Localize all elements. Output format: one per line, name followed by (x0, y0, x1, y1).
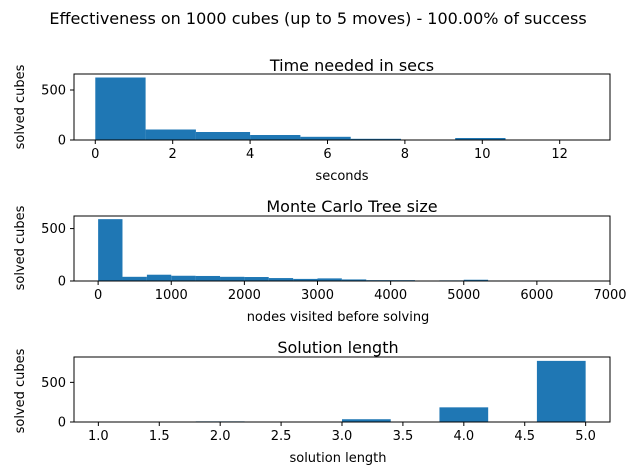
x-axis-label: seconds (315, 169, 368, 184)
subplot-title: Monte Carlo Tree size (266, 197, 437, 216)
x-tick-label-3: 3000 (301, 288, 334, 303)
x-tick-label-5: 5000 (447, 288, 480, 303)
subplot-solution-length: Solution length 1.0 1.5 2.0 2.5 3.0 3.5 4.0 4.5… (13, 338, 611, 466)
x-tick-label-7: 7000 (593, 288, 626, 303)
histogram-bar-9 (317, 278, 342, 281)
y-axis-label: solved cubes (13, 64, 28, 149)
histogram-bar-0 (95, 77, 146, 140)
y-tick-label-1: 500 (41, 222, 66, 237)
x-tick-label-6: 6000 (520, 288, 553, 303)
histogram-bar-2 (146, 274, 172, 281)
x-axis-label: nodes visited before solving (247, 310, 430, 325)
bars (98, 360, 586, 422)
x-tick-label-5: 10 (474, 147, 491, 162)
x-tick-label-4: 8 (401, 147, 409, 162)
histogram-bar-4 (536, 360, 586, 422)
y-ticks: 0 500 (41, 222, 74, 290)
x-tick-label-1: 1.5 (149, 429, 170, 444)
x-tick-label-1: 1000 (155, 288, 188, 303)
y-tick-label-0: 0 (58, 416, 66, 431)
x-tick-label-2: 2000 (228, 288, 261, 303)
x-tick-label-2: 4 (246, 147, 254, 162)
subplot-title: Solution length (277, 338, 398, 357)
x-tick-label-1: 2 (169, 147, 177, 162)
x-tick-label-7: 4.5 (514, 429, 535, 444)
axes-frame (73, 215, 611, 282)
y-tick-label-1: 500 (41, 376, 66, 391)
histogram-bar-6 (244, 277, 269, 281)
histogram-bar-2 (195, 132, 251, 140)
x-tick-label-2: 2.0 (210, 429, 231, 444)
histogram-bar-4 (195, 275, 221, 281)
x-ticks: 0 1000 2000 3000 4000 5000 6000 7000 (94, 281, 627, 303)
histogram-bar-5 (220, 276, 245, 281)
y-axis-label: solved cubes (13, 348, 28, 433)
histogram-bar-3 (439, 407, 489, 422)
x-tick-label-0: 1.0 (88, 429, 109, 444)
y-tick-label-1: 500 (41, 84, 66, 99)
subplot-tree-size: Monte Carlo Tree size 0 1000 2000 3000 4000 5… (13, 197, 627, 325)
histogram-bar-1 (122, 276, 147, 281)
bars (95, 77, 610, 140)
x-tick-label-4: 4000 (374, 288, 407, 303)
histogram-bar-4 (300, 136, 351, 140)
x-axis-label: solution length (289, 451, 386, 466)
histogram-bar-3 (250, 135, 301, 140)
axes-frame (73, 356, 611, 423)
histogram-bar-2 (342, 419, 391, 422)
y-ticks: 0 500 (41, 84, 74, 149)
x-tick-label-8: 5.0 (575, 429, 596, 444)
x-tick-label-0: 0 (91, 147, 99, 162)
subplot-title: Time needed in secs (269, 56, 434, 75)
histogram-bar-1 (145, 129, 196, 140)
histogram-bar-3 (171, 275, 196, 281)
histogram-bar-15 (463, 279, 489, 281)
x-tick-label-6: 4.0 (453, 429, 474, 444)
x-tick-label-5: 3.5 (393, 429, 414, 444)
y-ticks: 0 500 (41, 376, 74, 431)
histogram-bar-0 (98, 219, 123, 281)
x-ticks: 1.0 1.5 2.0 2.5 3.0 3.5 4.0 4.5 5.0 (88, 422, 596, 444)
axes-frame (73, 73, 611, 141)
x-tick-label-3: 2.5 (271, 429, 292, 444)
histogram-bar-8 (293, 278, 318, 281)
histogram-bar-7 (455, 138, 506, 140)
y-tick-label-0: 0 (58, 275, 66, 290)
subplot-time: Time needed in secs 0 2 4 6 8 10 12 0 500 secon… (13, 56, 611, 184)
y-tick-label-0: 0 (58, 134, 66, 149)
x-ticks: 0 2 4 6 8 10 12 (91, 140, 568, 162)
histogram-bar-5 (350, 138, 402, 140)
x-tick-label-0: 0 (94, 288, 102, 303)
x-tick-label-4: 3.0 (332, 429, 353, 444)
y-axis-label: solved cubes (13, 205, 28, 290)
bars (98, 219, 586, 281)
figure-suptitle: Effectiveness on 1000 cubes (up to 5 mov… (49, 9, 586, 28)
histogram-bar-7 (268, 278, 294, 281)
x-tick-label-3: 6 (323, 147, 331, 162)
x-tick-label-6: 12 (551, 147, 568, 162)
histogram-bar-10 (341, 279, 367, 281)
